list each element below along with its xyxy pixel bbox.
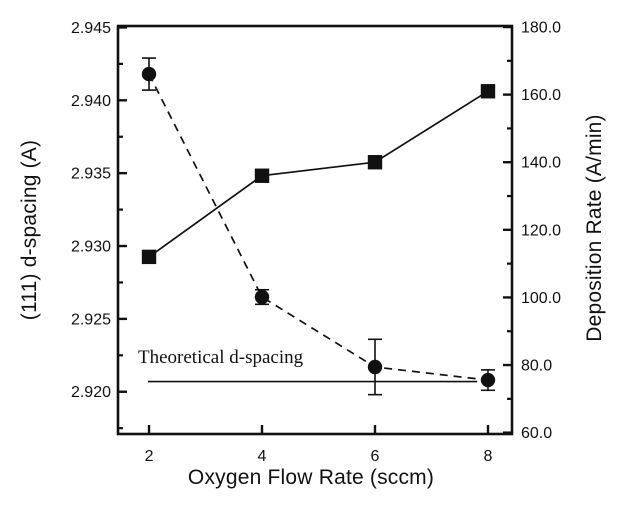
right-axis-tick-label: 160.0 (521, 87, 561, 104)
x-axis-tick-label: 6 (371, 448, 380, 465)
data-point-square (367, 155, 383, 170)
left-axis-tick-label: 2.945 (71, 20, 111, 37)
right-axis-tick-label: 60.0 (521, 425, 552, 442)
x-axis-tick-label: 4 (258, 448, 267, 465)
plot-frame (116, 24, 514, 436)
data-point-square (141, 249, 157, 265)
data-point-circle (480, 372, 496, 388)
right-axis-tick-label: 180.0 (521, 20, 561, 37)
left-axis-tick-label: 2.940 (71, 93, 111, 110)
right-axis-tick-label: 100.0 (521, 290, 561, 307)
data-point-square (480, 84, 496, 99)
theoretical-dspacing-label: Theoretical d-spacing (138, 347, 304, 368)
deposition-rate-series-line (148, 90, 489, 258)
left-axis-tick-label: 2.930 (71, 239, 111, 256)
right-axis-title: Deposition Rate (A/min) (583, 114, 606, 342)
left-axis-tick-label: 2.925 (71, 311, 111, 328)
x-axis-title: Oxygen Flow Rate (sccm) (187, 466, 435, 489)
x-axis-tick-label: 2 (145, 448, 154, 465)
data-point-circle (141, 66, 157, 82)
right-axis-tick-label: 80.0 (521, 358, 552, 375)
left-axis-tick-label: 2.935 (71, 166, 111, 183)
data-point-square (254, 168, 270, 183)
left-axis-title: (111) d-spacing (A) (18, 139, 41, 321)
right-axis-tick-label: 140.0 (521, 155, 561, 172)
right-axis-tick-label: 120.0 (521, 222, 561, 239)
x-axis-tick-label: 8 (484, 448, 493, 465)
data-point-circle (254, 289, 270, 305)
data-point-circle (367, 359, 383, 375)
left-axis-tick-label: 2.920 (71, 384, 111, 401)
-111-d-spacing-series-line (148, 73, 489, 381)
